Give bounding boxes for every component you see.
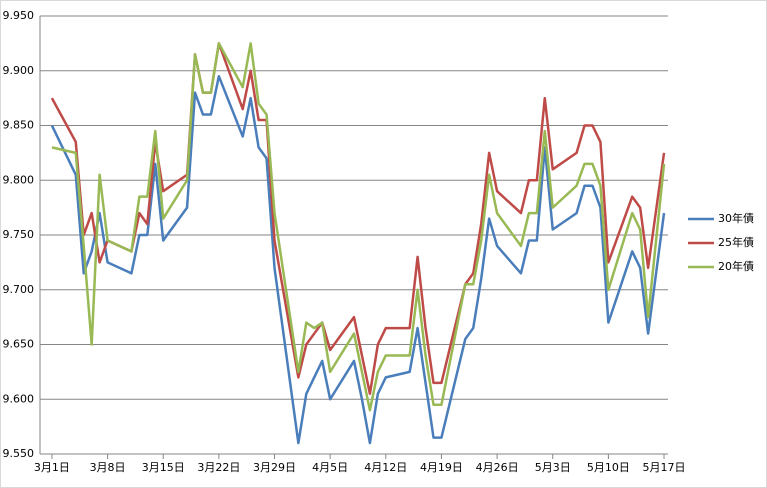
line-series — [50, 74, 666, 445]
y-tick-label: 9.700 — [3, 283, 35, 296]
x-tick-label: 3月22日 — [197, 461, 240, 474]
y-tick-label: 9.750 — [3, 228, 35, 241]
x-tick-label: 3月8日 — [90, 461, 126, 474]
x-tick-label: 3月15日 — [142, 461, 185, 474]
y-tick-label: 9.650 — [3, 338, 35, 351]
legend-label: 25年債 — [718, 235, 754, 249]
x-tick-label: 4月5日 — [312, 461, 348, 474]
legend-label: 30年債 — [718, 211, 754, 225]
y-tick-label: 9.900 — [3, 64, 35, 77]
x-tick-label: 3月1日 — [34, 461, 70, 474]
x-tick-label: 4月19日 — [420, 461, 463, 474]
x-tick-label: 4月12日 — [364, 461, 407, 474]
y-tick-label: 9.950 — [3, 9, 35, 22]
y-tick-label: 9.550 — [3, 447, 35, 460]
y-tick-label: 9.850 — [3, 119, 35, 132]
y-tick-label: 9.600 — [3, 392, 35, 405]
line-series — [51, 42, 666, 412]
x-tick-label: 5月17日 — [643, 461, 686, 474]
y-tick-label: 9.800 — [3, 173, 35, 186]
x-tick-label: 5月3日 — [535, 461, 571, 474]
x-tick-label: 4月26日 — [476, 461, 519, 474]
legend-label: 20年債 — [718, 259, 754, 273]
x-tick-label: 3月29日 — [253, 461, 296, 474]
x-tick-label: 5月10日 — [587, 461, 630, 474]
